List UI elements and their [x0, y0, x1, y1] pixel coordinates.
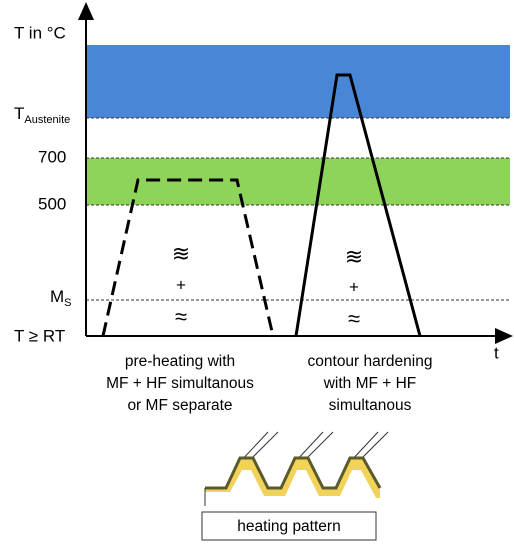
y-axis-title: T in °C [14, 23, 66, 42]
symbol: + [176, 275, 186, 294]
caption: pre-heating with [125, 353, 235, 370]
level-label: MS [50, 287, 72, 308]
caption: with MF + HF [323, 375, 417, 392]
caption: or MF separate [127, 397, 232, 414]
heating-pattern-label: heating pattern [237, 518, 340, 535]
symbol: ≋ [345, 244, 363, 269]
level-label: 500 [38, 194, 66, 213]
level-lines [86, 117, 510, 301]
symbol: ≋ [172, 241, 190, 266]
level-label: TAustenite [14, 104, 70, 125]
level-label: 700 [38, 147, 66, 166]
caption: simultanous [329, 397, 412, 414]
hardening-curve [294, 73, 422, 337]
level-label: T ≥ RT [14, 326, 65, 345]
caption-box [201, 511, 377, 541]
preheat-curve [101, 178, 275, 337]
symbol: + [349, 277, 359, 296]
caption: contour hardening [308, 353, 433, 370]
symbol: ≈ [175, 304, 187, 329]
caption: MF + HF simultanous [106, 375, 254, 392]
x-axis-title: t [494, 343, 499, 362]
gear-teeth [204, 431, 389, 506]
symbol: ≈ [348, 306, 360, 331]
austenite-band [86, 45, 510, 118]
